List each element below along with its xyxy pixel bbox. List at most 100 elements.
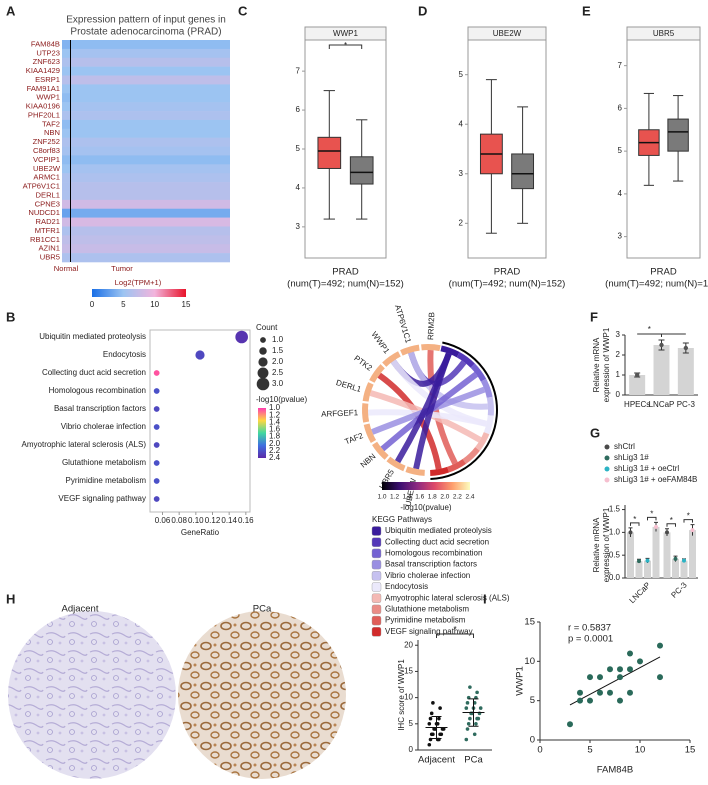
- data-point: [474, 722, 478, 726]
- colorbar-title: -log10(pvalue): [400, 503, 451, 512]
- x-tick-label: 5: [587, 745, 592, 756]
- heat-cell: [62, 128, 70, 138]
- heat-cell: [71, 111, 230, 121]
- x-tick-label: HPECs: [624, 400, 650, 409]
- significance-bracket: [683, 519, 693, 523]
- x-tick-label: 0.06: [155, 516, 171, 525]
- heat-cell: [71, 244, 230, 254]
- legend-swatch: [371, 604, 382, 615]
- panel-letter: I: [483, 591, 487, 606]
- gene-arc: [361, 403, 370, 423]
- y-tick-label: 3: [459, 169, 464, 178]
- colorbar-tick-label: 1.6: [415, 494, 424, 501]
- data-point: [617, 666, 623, 673]
- gene-label: PHF20L1: [28, 110, 60, 119]
- data-point: [466, 722, 471, 726]
- data-point: [665, 530, 669, 535]
- heat-cell: [71, 182, 230, 192]
- gene-label: ESRP1: [35, 75, 60, 84]
- data-point: [428, 716, 433, 721]
- legend-label: shLig3 1# + oeFAM84B: [614, 475, 697, 484]
- color-legend-bar: [258, 408, 266, 458]
- category-label: Pyrimidine metabolism: [66, 476, 147, 485]
- x-tick-label: LNCaP: [649, 400, 675, 409]
- heat-cell: [62, 155, 70, 165]
- panel-letter: B: [6, 309, 15, 324]
- gene-label: WWP1: [36, 93, 60, 102]
- heat-cell: [71, 226, 230, 236]
- legend-label: VEGF signaling pathway: [385, 627, 473, 636]
- dot: [153, 496, 160, 502]
- heat-cell: [62, 84, 70, 94]
- plot-frame: [304, 39, 387, 259]
- chart-title: Prostate adenocarcinoma (PRAD): [70, 27, 221, 38]
- ihc-adjacent-image: [8, 611, 176, 779]
- size-legend-label: 3.0: [272, 379, 284, 388]
- heat-cell: [71, 164, 230, 174]
- data-point: [577, 697, 583, 704]
- gene-label: ARFGEF1: [321, 408, 359, 419]
- gene-arc: [386, 456, 406, 472]
- data-point: [673, 556, 678, 561]
- annotation: r = 0.5837: [568, 623, 611, 634]
- y-axis-label: expression of WWP1: [602, 327, 611, 402]
- gene-label: UTP23: [36, 48, 60, 57]
- gene-arc: [369, 364, 385, 383]
- significance-bracket: [666, 523, 676, 527]
- heat-cell: [62, 111, 70, 121]
- legend-title: KEGG Pathways: [372, 515, 432, 524]
- data-point: [468, 685, 472, 689]
- data-point: [468, 716, 472, 721]
- data-point: [627, 689, 633, 696]
- gene-label: KIAA1429: [26, 66, 60, 75]
- legend-label: shCtrl: [614, 442, 635, 451]
- heat-cell: [62, 93, 70, 103]
- heat-cell: [62, 244, 70, 254]
- heat-cell: [62, 253, 70, 263]
- panel-letter: E: [582, 3, 591, 18]
- heat-cell: [71, 66, 230, 76]
- data-point: [637, 658, 643, 665]
- group-label: Tumor: [111, 264, 133, 273]
- data-point: [475, 690, 479, 695]
- gene-label: TAF2: [343, 431, 364, 447]
- dot: [153, 442, 160, 448]
- heat-cell: [62, 48, 70, 59]
- colorbar-title: Log2(TPM+1): [115, 278, 162, 287]
- y-tick-label: 4: [296, 183, 301, 192]
- bar: [629, 375, 646, 395]
- y-tick-label: 0.5: [609, 550, 621, 559]
- gene-label: TAF2: [42, 119, 60, 128]
- data-point: [439, 732, 444, 737]
- gene-arc: [362, 382, 374, 402]
- gene-label: RAD21: [36, 217, 60, 226]
- heat-cell: [62, 40, 70, 50]
- data-point: [472, 732, 477, 737]
- ihc-images: H Adjacent PCa: [6, 591, 346, 779]
- heat-cell: [62, 57, 70, 67]
- size-legend-dot: [259, 347, 267, 355]
- y-tick-label: 6: [618, 104, 623, 113]
- gene-label: FAM84B: [31, 39, 60, 48]
- heat-cell: [62, 235, 70, 245]
- y-tick-label: 5: [459, 70, 464, 79]
- y-tick-label: 1: [616, 370, 621, 379]
- pathway-arc: [456, 352, 475, 368]
- bar: [689, 530, 696, 578]
- heat-cell: [71, 235, 230, 245]
- chord-ribbon: [413, 352, 452, 470]
- category-label: Amyotrophic lateral sclerosis (ALS): [22, 440, 147, 449]
- bar: [653, 345, 670, 395]
- gene-label: NBN: [44, 128, 60, 137]
- color-legend-label: 1.0: [269, 403, 281, 412]
- bar: [672, 558, 679, 578]
- gene-label: NUDCD1: [28, 208, 60, 217]
- y-axis-label: Relative mRNA: [592, 517, 601, 572]
- pathway-arc: [486, 396, 494, 416]
- data-point: [607, 666, 613, 673]
- legend-swatch: [371, 559, 382, 570]
- heat-cell: [71, 102, 230, 112]
- heat-cell: [71, 190, 230, 201]
- y-axis-label: expression of WWP1: [602, 507, 611, 582]
